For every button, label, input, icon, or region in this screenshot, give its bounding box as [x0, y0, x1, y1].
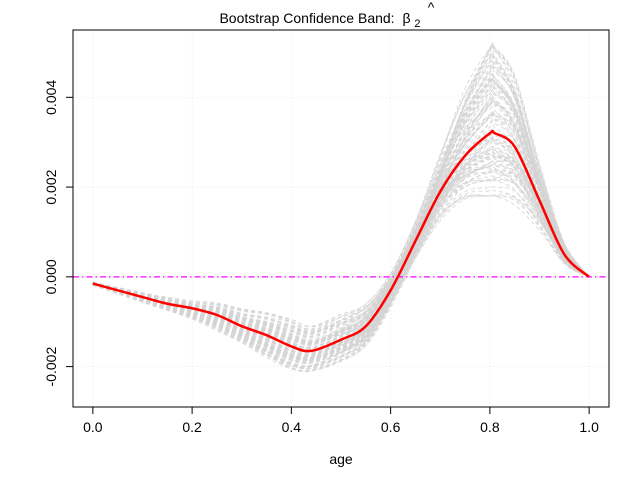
y-tick-label: 0.002: [43, 169, 59, 204]
bootstrap-curve: [92, 89, 590, 344]
bootstrap-curve: [92, 111, 590, 331]
bootstrap-curve: [92, 178, 590, 349]
bootstrap-curve: [92, 137, 590, 359]
y-tick-label: 0.004: [43, 80, 59, 115]
chart-title-symbol: β: [402, 10, 410, 26]
bootstrap-curve: [92, 49, 590, 364]
bootstrap-curve: [92, 175, 590, 350]
bootstrap-curve: [92, 139, 590, 373]
bootstrap-curve: [92, 94, 590, 368]
y-tick-label: 0.000: [43, 259, 59, 294]
chart-title: Bootstrap Confidence Band: β 2: [219, 10, 420, 30]
bootstrap-curve: [92, 132, 590, 343]
bootstrap-curve: [92, 156, 590, 327]
bootstrap-curve: [92, 160, 590, 328]
bootstrap-curve: [92, 146, 590, 356]
bootstrap-curve: [92, 117, 590, 358]
bootstrap-curves: [92, 42, 590, 373]
x-tick-label: 0.6: [381, 419, 401, 435]
x-tick-label: 0.2: [182, 419, 202, 435]
bootstrap-curve: [92, 79, 590, 328]
bootstrap-curve: [92, 84, 590, 332]
bootstrap-curve: [92, 54, 590, 356]
chart-title-accent: ^: [428, 0, 435, 15]
bootstrap-curve: [92, 194, 590, 362]
bootstrap-curve: [92, 167, 590, 348]
y-tick-label: -0.002: [43, 347, 59, 387]
plot-frame: [72, 29, 610, 408]
estimate-line: [92, 129, 590, 353]
chart-title-subscript: 2: [414, 18, 420, 30]
x-tick-label: 0.4: [282, 419, 302, 435]
bootstrap-curve: [92, 111, 590, 330]
grid-layer: [73, 30, 609, 407]
bootstrap-curve: [92, 194, 590, 360]
bootstrap-curve: [92, 112, 590, 345]
series-layer: [92, 129, 590, 353]
bootstrap-curve: [92, 168, 590, 362]
bootstrap-curve: [92, 164, 590, 358]
x-axis: 0.0 0.2 0.4 0.6 0.8 1.0: [83, 407, 599, 435]
bootstrap-curve: [92, 55, 590, 370]
x-tick-label: 1.0: [579, 419, 599, 435]
bootstrap-curve: [92, 131, 590, 353]
x-tick-label: 0.0: [83, 419, 103, 435]
bootstrap-curve: [92, 154, 590, 357]
bootstrap-curve: [92, 64, 590, 343]
bootstrap-curve: [92, 169, 590, 343]
x-tick-label: 0.8: [480, 419, 500, 435]
bootstrap-curve: [92, 106, 590, 345]
chart-title-text: Bootstrap Confidence Band:: [219, 10, 394, 26]
bootstrap-curve: [92, 195, 590, 343]
bootstrap-curve: [92, 58, 590, 346]
bootstrap-curve: [92, 173, 590, 332]
bootstrap-curve: [92, 163, 590, 351]
bootstrap-curve: [92, 179, 590, 337]
bootstrap-curve: [92, 137, 590, 368]
x-axis-title: age: [329, 451, 353, 467]
bootstrap-curve: [92, 78, 590, 359]
bootstrap-curve: [92, 68, 590, 334]
bootstrap-curve: [92, 133, 590, 344]
y-axis: -0.002 0.000 0.002 0.004: [43, 80, 73, 387]
